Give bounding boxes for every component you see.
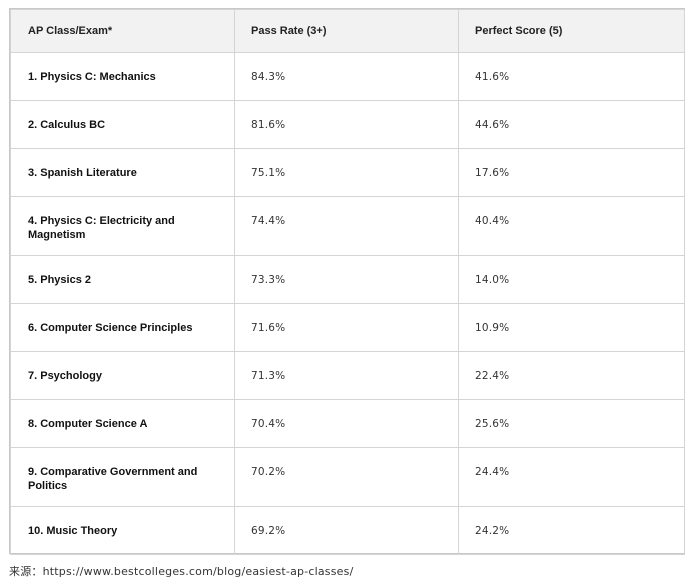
pass-rate-cell: 75.1% — [234, 148, 459, 197]
pass-rate-cell: 71.6% — [234, 303, 459, 352]
pass-rate-cell: 70.2% — [234, 447, 459, 507]
table-row: 10. Music Theory 69.2% 24.2% — [10, 506, 685, 555]
exam-name-cell: 3. Spanish Literature — [10, 148, 235, 197]
exam-name-cell: 7. Psychology — [10, 351, 235, 400]
table-header-row: AP Class/Exam* Pass Rate (3+) Perfect Sc… — [10, 9, 685, 53]
table-row: 3. Spanish Literature 75.1% 17.6% — [10, 148, 685, 197]
exam-name-cell: 6. Computer Science Principles — [10, 303, 235, 352]
perfect-score-cell: 24.2% — [458, 506, 685, 555]
exam-name-cell: 1. Physics C: Mechanics — [10, 52, 235, 101]
perfect-score-cell: 14.0% — [458, 255, 685, 304]
pass-rate-cell: 81.6% — [234, 100, 459, 149]
table-row: 9. Comparative Government and Politics 7… — [10, 447, 685, 507]
table-row: 4. Physics C: Electricity and Magnetism … — [10, 196, 685, 256]
header-class-exam: AP Class/Exam* — [10, 9, 235, 53]
pass-rate-cell: 84.3% — [234, 52, 459, 101]
pass-rate-cell: 70.4% — [234, 399, 459, 448]
perfect-score-cell: 24.4% — [458, 447, 685, 507]
ap-exam-table: AP Class/Exam* Pass Rate (3+) Perfect Sc… — [10, 9, 685, 555]
exam-name-cell: 5. Physics 2 — [10, 255, 235, 304]
pass-rate-cell: 69.2% — [234, 506, 459, 555]
header-perfect-score: Perfect Score (5) — [458, 9, 685, 53]
perfect-score-cell: 10.9% — [458, 303, 685, 352]
perfect-score-cell: 22.4% — [458, 351, 685, 400]
exam-name-cell: 4. Physics C: Electricity and Magnetism — [10, 196, 235, 256]
pass-rate-cell: 71.3% — [234, 351, 459, 400]
table-row: 6. Computer Science Principles 71.6% 10.… — [10, 303, 685, 352]
pass-rate-cell: 73.3% — [234, 255, 459, 304]
perfect-score-cell: 41.6% — [458, 52, 685, 101]
table-row: 5. Physics 2 73.3% 14.0% — [10, 255, 685, 304]
table-row: 1. Physics C: Mechanics 84.3% 41.6% — [10, 52, 685, 101]
exam-name-cell: 10. Music Theory — [10, 506, 235, 555]
header-pass-rate: Pass Rate (3+) — [234, 9, 459, 53]
source-caption: 来源：https://www.bestcolleges.com/blog/eas… — [9, 565, 354, 578]
table-row: 7. Psychology 71.3% 22.4% — [10, 351, 685, 400]
ap-exam-table-container: AP Class/Exam* Pass Rate (3+) Perfect Sc… — [9, 8, 685, 555]
exam-name-cell: 8. Computer Science A — [10, 399, 235, 448]
perfect-score-cell: 40.4% — [458, 196, 685, 256]
perfect-score-cell: 44.6% — [458, 100, 685, 149]
perfect-score-cell: 17.6% — [458, 148, 685, 197]
pass-rate-cell: 74.4% — [234, 196, 459, 256]
perfect-score-cell: 25.6% — [458, 399, 685, 448]
exam-name-cell: 2. Calculus BC — [10, 100, 235, 149]
table-row: 2. Calculus BC 81.6% 44.6% — [10, 100, 685, 149]
exam-name-cell: 9. Comparative Government and Politics — [10, 447, 235, 507]
table-row: 8. Computer Science A 70.4% 25.6% — [10, 399, 685, 448]
